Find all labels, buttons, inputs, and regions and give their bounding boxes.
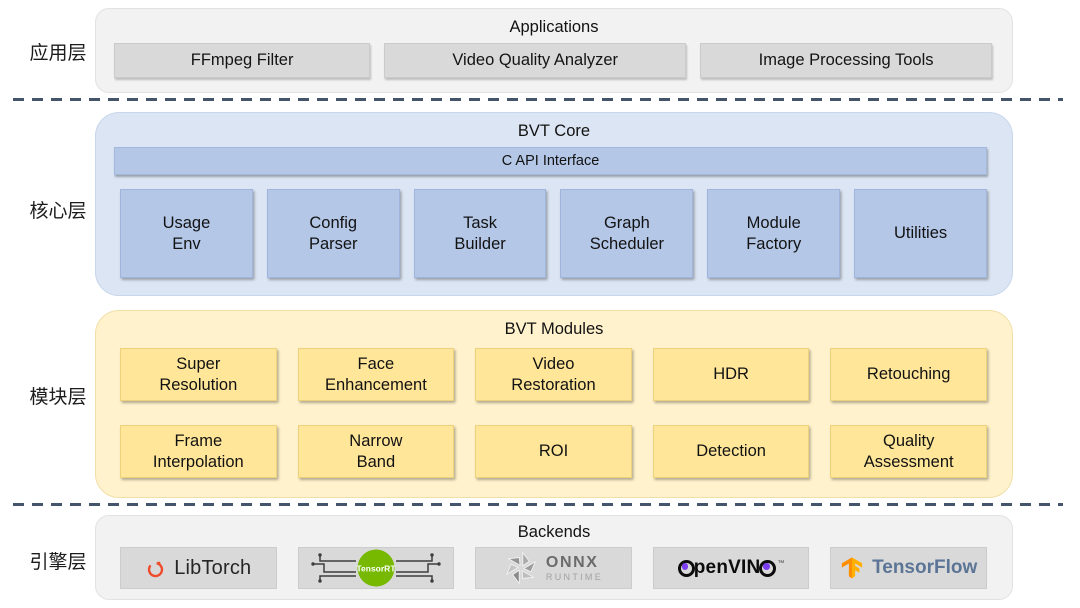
module-box-quality-assessment: Quality Assessment bbox=[830, 425, 987, 478]
openvino-label: penVIN bbox=[693, 557, 761, 578]
module-box-narrow-band: Narrow Band bbox=[297, 425, 455, 478]
onnx-runtime-label: RUNTIME bbox=[545, 571, 604, 582]
openvino-o-eye-icon bbox=[677, 559, 695, 577]
bvt-core-title: BVT Core bbox=[517, 122, 591, 140]
module-box-super-resolution: Super Resolution bbox=[120, 348, 277, 401]
tensorflow-icon bbox=[841, 556, 863, 578]
bvt-core-panel: BVT Core C API Interface Usage Env Confi… bbox=[95, 112, 1013, 296]
app-box-ffmpeg-filter: FFmpeg Filter bbox=[114, 43, 371, 78]
side-label-application-layer: 应用层 bbox=[29, 43, 87, 64]
libtorch-label: LibTorch bbox=[174, 556, 252, 579]
backend-box-tensorflow: TensorFlow bbox=[830, 547, 987, 589]
backend-box-tensorrt: TensorRT bbox=[297, 547, 455, 589]
modules-row-2: Frame Interpolation Narrow Band ROI Dete… bbox=[120, 425, 987, 478]
openvino-logo: penVIN ™ bbox=[677, 557, 785, 579]
tensorrt-label: TensorRT bbox=[356, 564, 396, 574]
applications-row: FFmpeg Filter Video Quality Analyzer Ima… bbox=[114, 43, 992, 78]
tensorrt-logo-icon: TensorRT bbox=[311, 549, 441, 587]
module-box-roi: ROI bbox=[475, 425, 632, 478]
dashed-separator-top bbox=[13, 98, 1063, 101]
core-box-task-builder: Task Builder bbox=[413, 189, 547, 278]
core-box-module-factory: Module Factory bbox=[707, 189, 841, 278]
core-box-usage-env: Usage Env bbox=[120, 189, 253, 278]
side-label-engine-layer: 引擎层 bbox=[29, 552, 87, 573]
backends-row: LibTorch bbox=[120, 547, 987, 589]
backend-box-onnx-runtime: ONNX RUNTIME bbox=[475, 547, 632, 589]
backend-box-openvino: penVIN ™ bbox=[652, 547, 810, 589]
backends-title: Backends bbox=[517, 523, 591, 541]
module-box-detection: Detection bbox=[652, 425, 810, 478]
app-box-video-quality-analyzer: Video Quality Analyzer bbox=[384, 43, 687, 78]
core-box-utilities: Utilities bbox=[854, 189, 987, 278]
onnx-label: ONNX bbox=[545, 553, 599, 571]
tensorflow-label: TensorFlow bbox=[872, 557, 978, 578]
module-box-face-enhancement: Face Enhancement bbox=[297, 348, 455, 401]
openvino-trademark: ™ bbox=[777, 560, 785, 567]
modules-row-1: Super Resolution Face Enhancement Video … bbox=[120, 348, 987, 401]
core-box-config-parser: Config Parser bbox=[266, 189, 400, 278]
onnx-pinwheel-icon bbox=[505, 551, 536, 585]
module-box-hdr: HDR bbox=[652, 348, 810, 401]
c-api-interface-bar: C API Interface bbox=[114, 147, 987, 175]
module-box-frame-interpolation: Frame Interpolation bbox=[120, 425, 277, 478]
openvino-o-eye-icon bbox=[759, 559, 777, 577]
app-box-image-processing-tools: Image Processing Tools bbox=[700, 43, 992, 78]
bvt-modules-title: BVT Modules bbox=[504, 320, 604, 338]
side-label-module-layer: 模块层 bbox=[29, 387, 87, 408]
module-box-retouching: Retouching bbox=[830, 348, 987, 401]
module-box-video-restoration: Video Restoration bbox=[475, 348, 632, 401]
dashed-separator-bottom bbox=[13, 503, 1063, 506]
core-components-row: Usage Env Config Parser Task Builder Gra… bbox=[120, 189, 987, 278]
applications-title: Applications bbox=[509, 18, 599, 36]
backends-panel: Backends LibTorch bbox=[95, 515, 1013, 600]
bvt-modules-panel: BVT Modules Super Resolution Face Enhanc… bbox=[95, 310, 1013, 498]
side-label-core-layer: 核心层 bbox=[29, 201, 87, 222]
applications-panel: Applications FFmpeg Filter Video Quality… bbox=[95, 8, 1013, 93]
core-box-graph-scheduler: Graph Scheduler bbox=[560, 189, 694, 278]
pytorch-flame-icon bbox=[145, 558, 166, 579]
backend-box-libtorch: LibTorch bbox=[120, 547, 277, 589]
